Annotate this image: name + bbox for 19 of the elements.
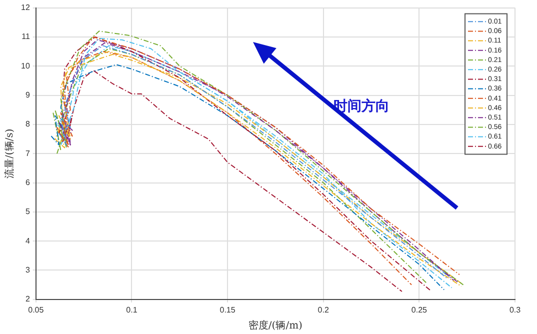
y-tick-label: 3	[25, 265, 30, 274]
x-tick-label: 0.1	[126, 305, 138, 314]
x-tick-label: 0.15	[220, 305, 236, 314]
x-tick-label: 0.3	[509, 305, 522, 314]
y-tick-label: 5	[25, 207, 30, 216]
y-tick-label: 2	[25, 294, 30, 304]
y-tick-label: 10	[20, 61, 30, 70]
x-tick-label: 0.05	[28, 305, 44, 314]
y-tick-label: 7	[25, 148, 30, 158]
y-tick-label: 9	[25, 90, 30, 100]
x-tick-label: 0.2	[318, 305, 330, 314]
x-axis-title: 密度/(辆/m)	[248, 320, 303, 332]
y-axis-title: 流量/(辆/s)	[4, 128, 16, 178]
x-tick-label: 0.25	[411, 305, 428, 314]
y-tick-label: 6	[25, 178, 30, 187]
y-tick-label: 8	[25, 120, 30, 129]
y-tick-label: 12	[20, 3, 30, 12]
y-tick-label: 4	[25, 236, 30, 246]
y-tick-label: 11	[22, 32, 30, 42]
